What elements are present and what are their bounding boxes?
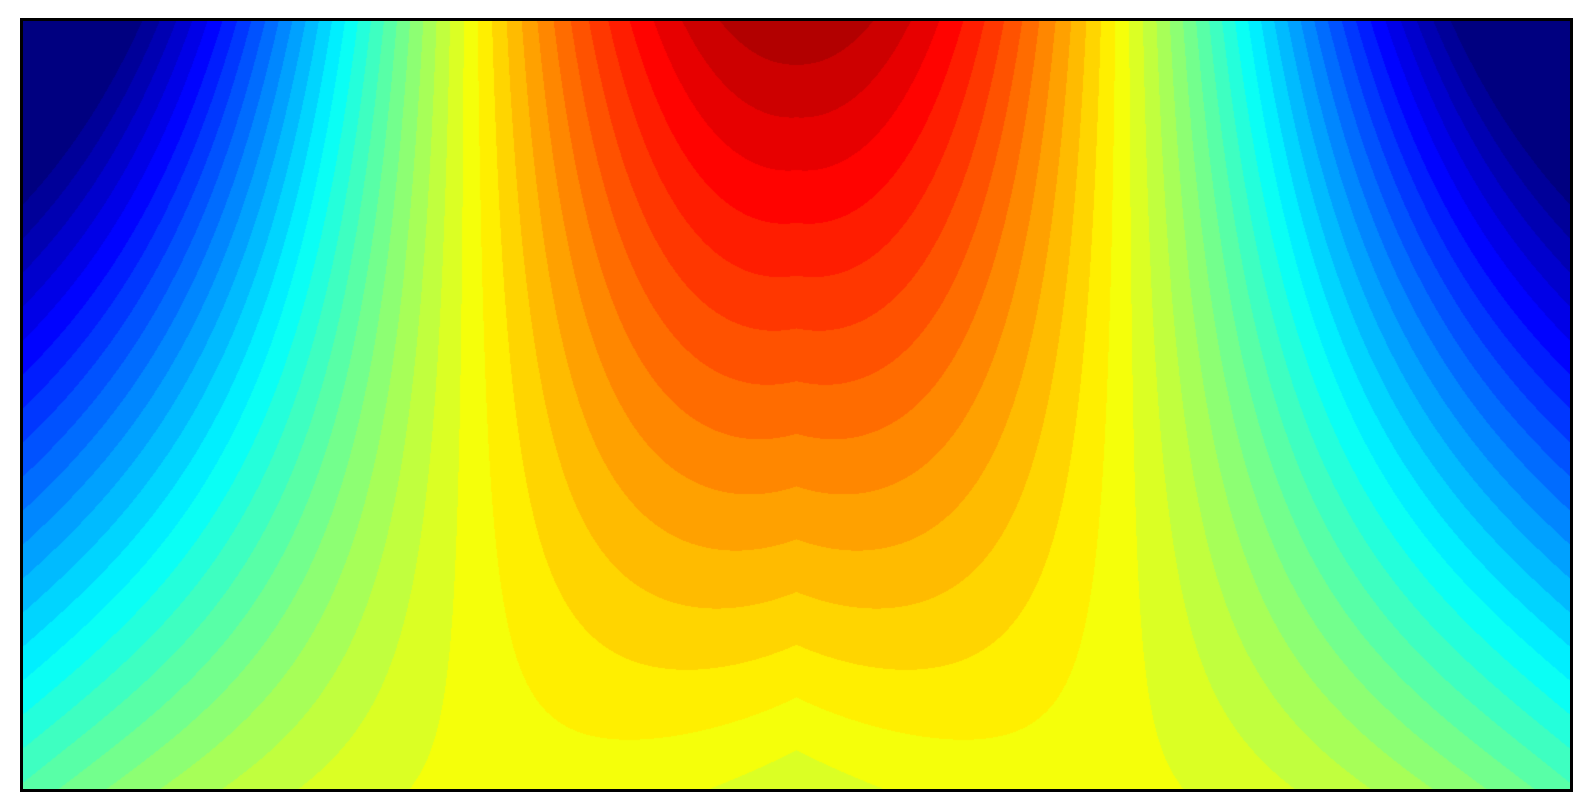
heatmap-plot-area: [20, 18, 1573, 792]
heatmap-canvas: [23, 21, 1570, 789]
figure-container: [0, 0, 1593, 810]
